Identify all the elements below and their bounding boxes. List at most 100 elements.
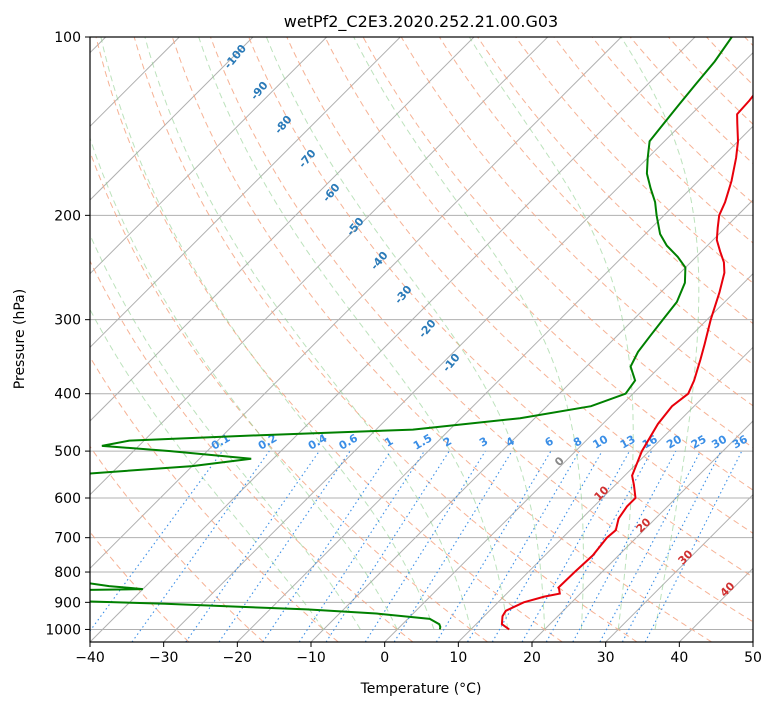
dry-adiabat-line bbox=[171, 37, 712, 642]
mixing-ratio-line bbox=[185, 450, 320, 642]
y-tick-label: 500 bbox=[54, 444, 81, 460]
isotherm-line bbox=[90, 37, 475, 422]
isotherm-line bbox=[531, 420, 753, 642]
mixing-ratio-line bbox=[521, 450, 630, 642]
dry-adiabat-line bbox=[744, 37, 753, 47]
mixing-ratio-line bbox=[131, 450, 270, 642]
isotherm-label: 20 bbox=[634, 515, 654, 535]
x-tick-label: 30 bbox=[597, 650, 615, 666]
y-tick-label: 600 bbox=[54, 491, 81, 507]
dry-adiabat-line bbox=[133, 37, 638, 642]
x-tick-label: −10 bbox=[296, 650, 326, 666]
dry-adiabat-line bbox=[90, 259, 414, 642]
moist-adiabat-line bbox=[620, 37, 700, 630]
mixing-ratio-label: 25 bbox=[689, 433, 709, 452]
y-tick-label: 800 bbox=[54, 565, 81, 581]
isotherm-line bbox=[752, 641, 753, 642]
dry-adiabat-line bbox=[210, 37, 753, 623]
isotherm-line bbox=[384, 272, 753, 642]
x-tick-label: −20 bbox=[223, 650, 253, 666]
isotherm-line bbox=[90, 37, 696, 642]
mixing-ratio-line bbox=[435, 450, 552, 642]
potential-temperature-label: -80 bbox=[272, 113, 295, 137]
dry-adiabat-line bbox=[90, 445, 264, 642]
potential-temperature-label: -60 bbox=[320, 181, 343, 205]
x-axis-ticks: −40 −30 −20 −10 0 10 20 30 40 50 bbox=[75, 642, 762, 666]
moist-adiabat-line bbox=[90, 233, 361, 630]
x-tick-label: −40 bbox=[75, 650, 105, 666]
moist-adiabat-line bbox=[265, 37, 546, 630]
mixing-ratio-label: 36 bbox=[730, 432, 750, 451]
potential-temperature-label: -30 bbox=[392, 283, 415, 307]
potential-temperature-label: -40 bbox=[368, 249, 391, 273]
mixing-ratio-line bbox=[298, 450, 425, 642]
isotherm-line bbox=[457, 346, 753, 642]
isotherm-label: 40 bbox=[718, 579, 738, 599]
isotherm-line bbox=[163, 51, 753, 642]
dry-adiabat-line bbox=[706, 37, 753, 86]
dewpoint-profile bbox=[90, 37, 733, 630]
isotherm-label: 10 bbox=[592, 483, 612, 503]
y-axis-ticks: 100 200 300 400 500 600 700 800 900 1000 bbox=[45, 30, 90, 638]
mixing-ratio-line bbox=[393, 450, 513, 642]
mixing-ratio-line bbox=[325, 450, 450, 642]
y-tick-label: 900 bbox=[54, 595, 81, 611]
mixing-ratio-line bbox=[572, 450, 677, 642]
mixing-ratio-line bbox=[599, 450, 701, 642]
dry-adiabat-line bbox=[95, 37, 563, 642]
mixing-ratio-label: 20 bbox=[664, 432, 684, 451]
temperature-profile bbox=[500, 94, 753, 631]
mixing-ratio-line bbox=[364, 450, 486, 642]
y-axis-label: Pressure (hPa) bbox=[12, 289, 28, 389]
dry-adiabat-line bbox=[324, 37, 753, 491]
mixing-ratio-label: 6 bbox=[543, 434, 556, 449]
dry-adiabat-line bbox=[286, 37, 753, 534]
profile-series bbox=[90, 37, 753, 631]
isotherm-line bbox=[605, 493, 753, 642]
mixing-ratio-label: 1 bbox=[382, 435, 395, 450]
chart-title: wetPf2_C2E3.2020.252.21.00.G03 bbox=[284, 12, 558, 32]
dry-adiabat-line bbox=[553, 37, 753, 244]
background-lines bbox=[90, 37, 753, 642]
isotherm-line bbox=[90, 37, 254, 201]
mixing-ratio-label: 8 bbox=[571, 435, 584, 450]
isotherm-line bbox=[678, 567, 753, 642]
x-tick-label: 40 bbox=[670, 650, 688, 666]
mixing-ratio-line bbox=[491, 450, 603, 642]
mixing-ratio-label: 1.5 bbox=[411, 432, 434, 453]
y-tick-label: 700 bbox=[54, 531, 81, 547]
potential-temperature-label: -10 bbox=[440, 351, 463, 375]
x-tick-label: 10 bbox=[449, 650, 467, 666]
mixing-ratio-label: 3 bbox=[477, 435, 490, 450]
potential-temperature-label: -90 bbox=[248, 79, 271, 103]
mixing-ratio-line bbox=[218, 450, 351, 642]
x-tick-label: −30 bbox=[149, 650, 179, 666]
y-tick-label: 300 bbox=[54, 313, 81, 329]
x-tick-label: 0 bbox=[380, 650, 389, 666]
moist-adiabat-line bbox=[90, 308, 324, 630]
moist-adiabat-line bbox=[90, 136, 398, 630]
y-tick-label: 200 bbox=[54, 208, 81, 224]
potential-temperature-label: -100 bbox=[221, 42, 249, 72]
mixing-ratio-label: 30 bbox=[709, 432, 729, 451]
x-axis-label: Temperature (°C) bbox=[360, 681, 482, 697]
dry-adiabat-line bbox=[438, 37, 753, 366]
mixing-ratio-label: 13 bbox=[618, 433, 638, 452]
mixing-ratio-line bbox=[467, 450, 580, 642]
dry-adiabat-line bbox=[248, 37, 753, 578]
mixing-ratio-line bbox=[644, 450, 743, 642]
isotherm-line bbox=[90, 37, 328, 275]
isotherm-line bbox=[90, 37, 549, 496]
isotherm-label: 30 bbox=[676, 547, 696, 567]
dry-adiabat-line bbox=[90, 531, 190, 642]
isotherm-line bbox=[90, 37, 622, 570]
mixing-ratio-label: 10 bbox=[591, 432, 611, 451]
isotherm-line bbox=[90, 37, 401, 349]
x-tick-label: 20 bbox=[523, 650, 541, 666]
isotherm-line bbox=[236, 125, 753, 642]
moist-adiabat-line bbox=[198, 37, 509, 630]
moist-adiabat-line bbox=[353, 37, 584, 630]
y-tick-label: 400 bbox=[54, 387, 81, 403]
y-tick-label: 100 bbox=[54, 30, 81, 46]
